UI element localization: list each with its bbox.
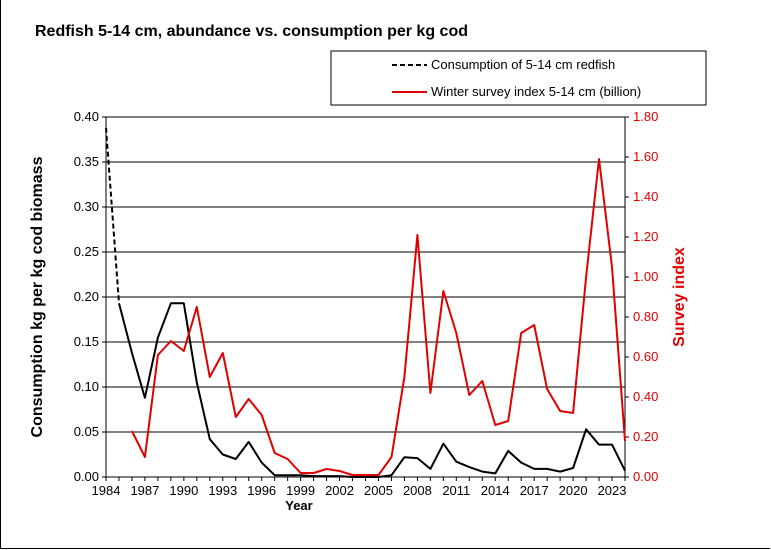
x-tick-label: 2017 [520, 483, 549, 498]
legend: Consumption of 5-14 cm redfish Winter su… [330, 50, 707, 106]
legend-label-survey: Winter survey index 5-14 cm (billion) [431, 84, 641, 99]
x-tick-label: 2014 [481, 483, 510, 498]
y-axis-title: Consumption kg per kg cod biomass [29, 156, 46, 437]
y-axis-left: 0.00 0.05 0.10 0.15 0.20 0.25 0.30 0.35 0.40 [74, 109, 106, 484]
y2-tick-label: 0.40 [633, 389, 658, 404]
y2-tick-label: 1.60 [633, 149, 658, 164]
y-tick-label: 0.15 [74, 334, 99, 349]
y2-tick-label: 1.00 [633, 269, 658, 284]
y-tick-label: 0.40 [74, 109, 99, 124]
y-tick-label: 0.35 [74, 154, 99, 169]
y-tick-label: 0.20 [74, 289, 99, 304]
x-tick-label: 1993 [208, 483, 237, 498]
x-tick-label: 2002 [325, 483, 354, 498]
x-tick-label: 1987 [130, 483, 159, 498]
x-axis: 1984 1987 1990 1993 1996 1999 2002 2005 2008 2011… [92, 477, 627, 498]
y2-axis-title: Survey index [671, 247, 688, 347]
series-lines [105, 127, 626, 478]
y-tick-label: 0.25 [74, 244, 99, 259]
x-tick-label: 1990 [169, 483, 198, 498]
x-tick-label: 1984 [92, 483, 121, 498]
chart-title: Redfish 5-14 cm, abundance vs. consumpti… [35, 23, 468, 40]
x-tick-label: 2023 [598, 483, 627, 498]
y-tick-label: 0.30 [74, 199, 99, 214]
x-tick-label: 1996 [247, 483, 276, 498]
x-tick-label: 2011 [442, 483, 470, 498]
y-tick-label: 0.10 [74, 379, 99, 394]
x-tick-label: 2005 [364, 483, 393, 498]
gridlines [106, 161, 625, 433]
y2-tick-label: 0.00 [633, 469, 658, 484]
y2-tick-label: 1.20 [633, 229, 658, 244]
y-tick-label: 0.05 [74, 424, 99, 439]
series-survey-line [131, 158, 626, 476]
y2-tick-label: 0.80 [633, 309, 658, 324]
y2-tick-label: 0.20 [633, 429, 658, 444]
x-axis-title: Year [285, 498, 312, 513]
legend-label-consumption: Consumption of 5-14 cm redfish [431, 57, 615, 72]
y-axis-right: 0.00 0.20 0.40 0.60 0.80 1.00 1.20 1.40 1.60 1.80 [625, 109, 658, 484]
y-tick-label: 0.00 [74, 469, 99, 484]
series-consumption-line [118, 302, 626, 478]
x-tick-label: 2008 [403, 483, 432, 498]
y2-tick-label: 1.40 [633, 189, 658, 204]
series-consumption-line-early [105, 127, 120, 304]
y2-tick-label: 1.80 [633, 109, 658, 124]
y2-tick-label: 0.60 [633, 349, 658, 364]
x-tick-label: 1999 [286, 483, 315, 498]
legend-box [330, 50, 707, 106]
x-tick-label: 2020 [559, 483, 588, 498]
